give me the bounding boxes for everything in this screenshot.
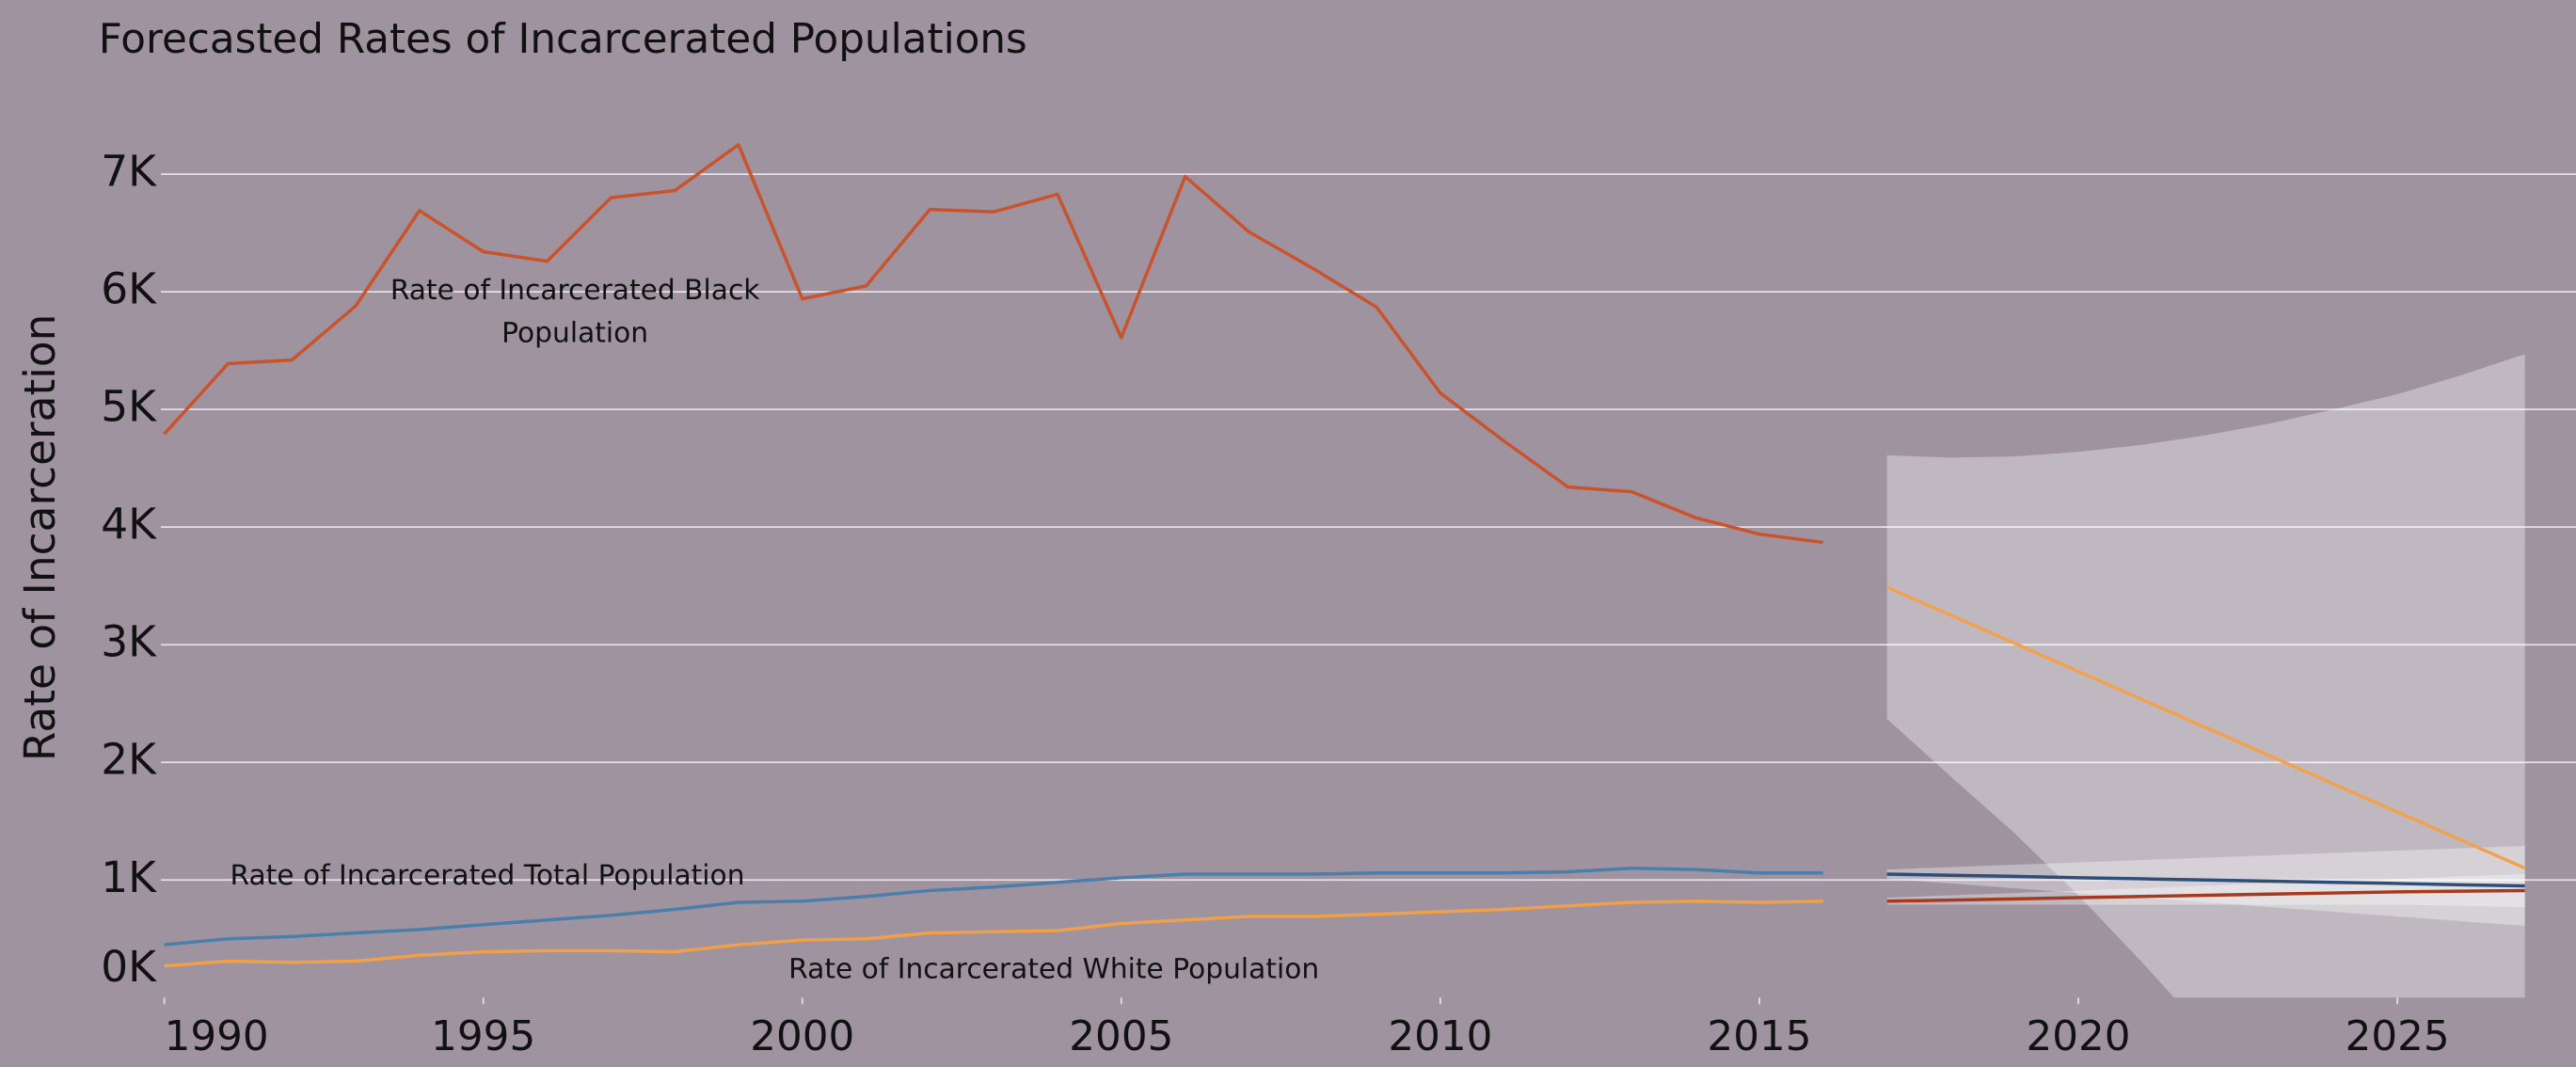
x-tick-label: 2005: [1069, 1012, 1173, 1060]
y-tick-label: 3K: [101, 617, 157, 667]
x-tick-label: 2000: [750, 1012, 854, 1060]
series-line: [164, 900, 1823, 968]
labels: 0K 1K 2K 3K 4K 5K 6K 7K 1990 1995 2000 2005 2010 2015…: [101, 147, 2449, 1060]
series-name: Rate of Incarcerated White Population: [788, 953, 1320, 987]
forecast-line: [1885, 585, 2526, 870]
grid: [161, 173, 2576, 1005]
forecast-band: [1886, 354, 2525, 998]
x-tick-label: 2025: [2345, 1012, 2450, 1060]
forecast-band: [1886, 845, 2525, 926]
series-line: [163, 143, 1823, 545]
chart-title: Forecasted Rates of Incarcerated Populat…: [99, 15, 1027, 63]
series-line: [164, 866, 1823, 947]
y-tick-label: 4K: [101, 500, 157, 549]
y-tick-label: 2K: [101, 735, 157, 785]
series-name: Rate of Incarcerated Total Population: [230, 859, 745, 893]
x-tick-label: 1995: [431, 1012, 535, 1060]
forecast-line: [1886, 872, 2525, 888]
y-tick-label: 0K: [101, 942, 157, 992]
lines: [163, 143, 2526, 968]
y-axis-label: Rate of Incarceration: [15, 314, 65, 762]
y-tick-label: 6K: [101, 264, 157, 314]
x-tick-label: 1990: [165, 1012, 269, 1060]
x-tick-label: 2020: [2027, 1012, 2131, 1060]
x-tick-label: 2010: [1388, 1012, 1492, 1060]
y-tick-label: 1K: [101, 852, 157, 902]
series-annotation: Rate of Incarcerated Total Population: [230, 859, 745, 893]
x-tick-label: 2015: [1707, 1012, 1811, 1060]
series-name: Rate of Incarcerated Black Population: [390, 274, 760, 351]
series-annotation: Rate of Incarcerated White Population: [788, 953, 1320, 987]
forecast-line: [1886, 888, 2525, 903]
y-tick-label: 7K: [101, 147, 157, 197]
series-annotation: Rate of Incarcerated Black Population: [390, 274, 760, 351]
y-tick-label: 5K: [101, 382, 157, 432]
